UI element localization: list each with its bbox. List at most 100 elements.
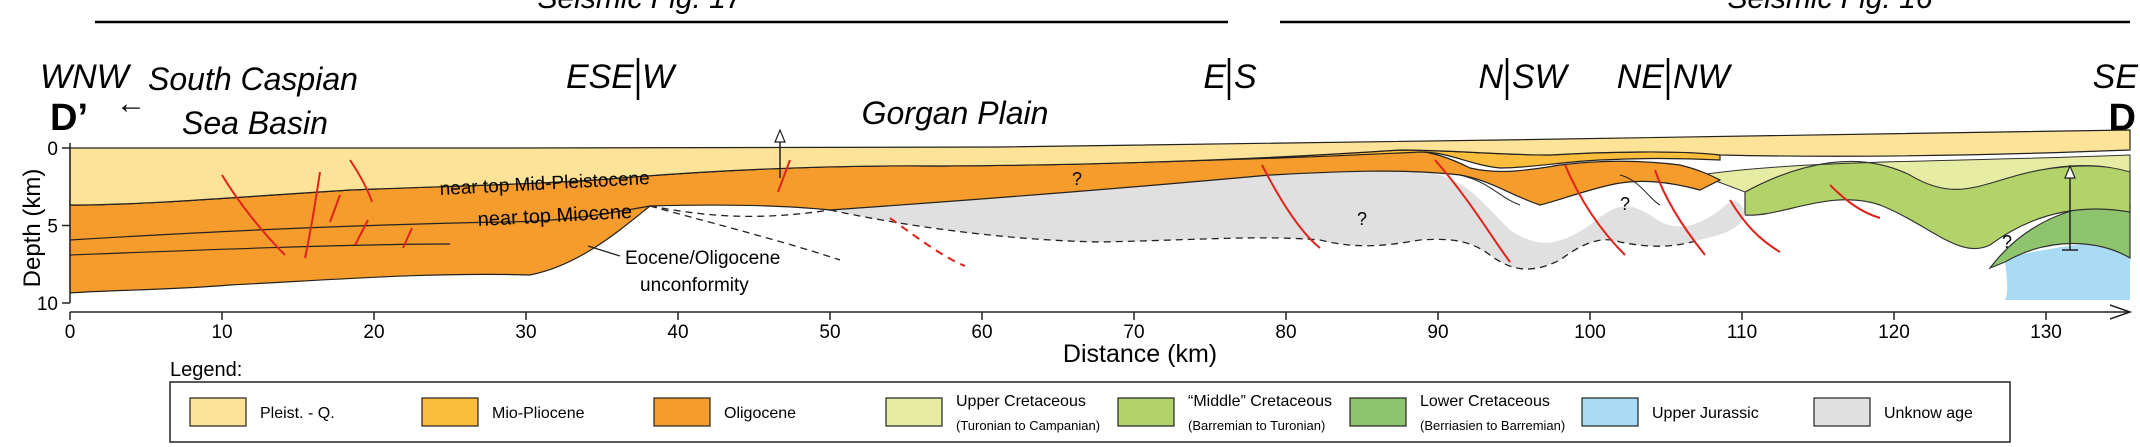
question-mark: ? <box>1072 169 1082 189</box>
legend-items: Pleist. - Q. Mio-Pliocene Oligocene Upper C… <box>189 393 1973 433</box>
question-mark: ? <box>2002 232 2012 252</box>
fault-line <box>1564 164 1626 256</box>
legend-label: Oligocene <box>724 405 796 422</box>
legend-swatch <box>421 397 479 427</box>
question-mark: ? <box>1620 194 1630 214</box>
legend-sublabel: (Barremian to Turonian) <box>1188 418 1325 433</box>
fault-line <box>1829 184 1881 219</box>
legend-swatch <box>885 397 943 427</box>
x-tick-label: 60 <box>971 322 992 343</box>
direction-se: SE <box>2093 58 2139 96</box>
legend-item-lower-cretaceous: Lower Cretaceous (Berriasien to Barremian… <box>1349 393 1565 433</box>
region-gorgan-plain: Gorgan Plain <box>862 95 1049 131</box>
arrow-left-icon: ← <box>116 87 146 120</box>
x-axis-label: Distance (km) <box>1063 340 1217 368</box>
layer-upper-jurassic <box>2005 241 2130 300</box>
y-ticks: 0 5 10 <box>37 139 70 315</box>
legend-sublabel: (Turonian to Campanian) <box>956 418 1100 433</box>
question-mark: ? <box>1357 209 1367 229</box>
legend-item-upper-cretaceous: Upper Cretaceous (Turonian to Campanian) <box>885 393 1100 433</box>
y-tick-label: 5 <box>47 217 58 238</box>
dashed-base-line <box>649 205 1701 270</box>
legend-label: Lower Cretaceous <box>1420 393 1550 410</box>
legend-item-mio-pliocene: Mio-Pliocene <box>421 397 585 427</box>
x-tick-label: 120 <box>1878 322 1910 343</box>
horizon-line <box>1459 174 1521 206</box>
legend-swatch <box>189 397 247 427</box>
y-tick-label: 10 <box>37 294 58 315</box>
direction-sw: SW <box>1512 58 1570 96</box>
legend-sublabel: (Berriasien to Barremian) <box>1420 418 1565 433</box>
horizon-line <box>69 205 651 241</box>
dashed-base-line <box>649 205 841 261</box>
x-tick-label: 0 <box>65 322 76 343</box>
direction-e: E <box>1203 58 1226 96</box>
legend-box <box>169 381 2011 443</box>
legend-swatch <box>1117 397 1175 427</box>
label-unconformity: unconformity <box>640 275 749 296</box>
layer-lower-cretaceous <box>1988 203 2131 270</box>
direction-wnw: WNW <box>40 58 132 96</box>
legend-item-pleist-q: Pleist. - Q. <box>189 397 335 427</box>
legend-label: Unknow age <box>1884 405 1973 422</box>
label-eocene-oligocene: Eocene/Oligocene <box>625 248 780 269</box>
direction-ese: ESE <box>566 58 634 96</box>
x-tick-label: 20 <box>363 322 384 343</box>
horizon-line <box>1619 174 1661 206</box>
legend-item-middle-cretaceous: “Middle” Cretaceous (Barremian to Turonia… <box>1117 393 1332 433</box>
fault-line <box>1434 159 1511 263</box>
seismic-fig16-label: Seismic Fig. 16 <box>1727 0 1932 15</box>
region-south-caspian-line2: Sea Basin <box>182 105 328 141</box>
fault-line <box>1729 199 1781 253</box>
x-tick-label: 50 <box>819 322 840 343</box>
direction-n: N <box>1478 58 1503 96</box>
legend-label: “Middle” Cretaceous <box>1188 393 1332 410</box>
layer-unknown-age <box>830 169 1745 270</box>
direction-ne: NE <box>1617 58 1665 96</box>
y-axis-label: Depth (km) <box>19 169 46 288</box>
fault-line <box>777 159 791 193</box>
x-tick-label: 100 <box>1574 322 1606 343</box>
legend-label: Upper Cretaceous <box>956 393 1086 410</box>
fault-line <box>329 194 341 223</box>
legend-swatch <box>1581 397 1639 427</box>
legend-swatch <box>1349 397 1407 427</box>
legend-label: Pleist. - Q. <box>260 405 335 422</box>
direction-w: W <box>642 58 677 96</box>
legend-title: Legend: <box>170 359 242 381</box>
x-tick-label: 130 <box>2030 322 2062 343</box>
fault-line <box>402 227 413 249</box>
layer-pleist-q <box>69 129 2131 206</box>
direction-s: S <box>1234 58 1257 96</box>
legend-label: Mio-Pliocene <box>492 405 585 422</box>
x-tick-label: 10 <box>211 322 232 343</box>
legend-item-unknown-age: Unknow age <box>1813 397 1973 427</box>
legend-item-oligocene: Oligocene <box>653 397 796 427</box>
x-tick-label: 70 <box>1123 322 1144 343</box>
fault-line <box>304 171 321 259</box>
fault-line <box>1261 164 1321 249</box>
section-end-left: D’ <box>50 97 88 139</box>
x-tick-label: 110 <box>1727 322 1757 343</box>
fault-line <box>1654 169 1706 256</box>
y-tick-label: 0 <box>47 139 58 160</box>
well-marker-left <box>774 128 786 178</box>
x-tick-label: 80 <box>1275 322 1296 343</box>
well-marker-right <box>2062 164 2078 251</box>
x-tick-label: 30 <box>515 322 536 343</box>
unconformity-pointer <box>587 245 621 257</box>
seismic-fig17-label: Seismic Fig. 17 <box>537 0 743 15</box>
layer-upper-cretaceous <box>1698 154 2131 193</box>
legend-swatch <box>653 397 711 427</box>
faults <box>221 159 1881 267</box>
legend-swatch <box>1813 397 1871 427</box>
x-tick-label: 40 <box>667 322 688 343</box>
fault-line <box>354 219 369 246</box>
legend-item-upper-jurassic: Upper Jurassic <box>1581 397 1759 427</box>
legend-label: Upper Jurassic <box>1652 405 1759 422</box>
x-axis-arrow-icon <box>2109 304 2133 320</box>
fault-line <box>349 159 373 203</box>
fault-line <box>221 174 286 256</box>
direction-nw: NW <box>1673 58 1733 96</box>
